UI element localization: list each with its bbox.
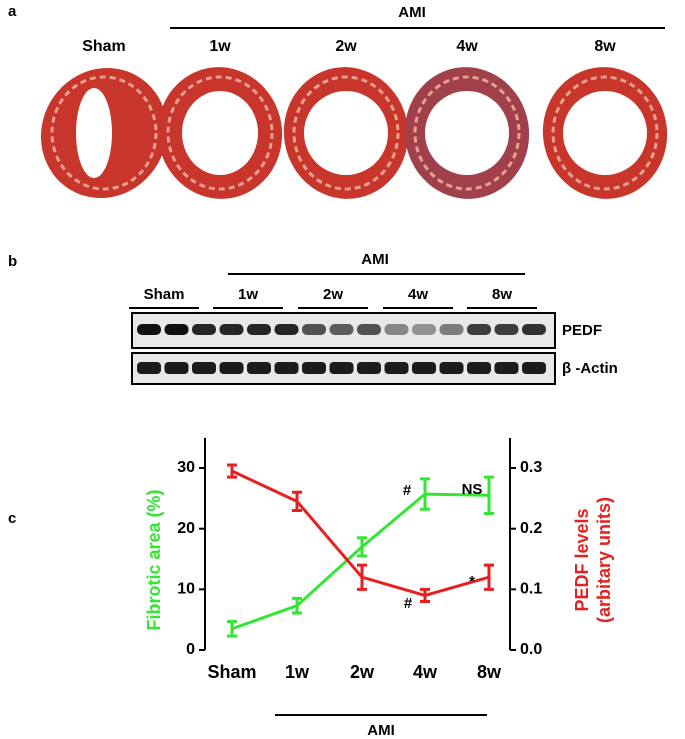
band — [412, 362, 436, 374]
error-bar — [420, 587, 430, 603]
band — [522, 324, 546, 335]
heart-lumen — [304, 91, 388, 175]
error-bar — [357, 536, 367, 558]
y2-tick-label: 0.0 — [520, 641, 542, 658]
y-tick-label: 10 — [177, 581, 195, 598]
panel-label: a — [8, 3, 17, 20]
band — [467, 324, 491, 335]
x-tick-label: Sham — [207, 662, 256, 682]
band — [439, 324, 464, 335]
y2-tick-label: 0.2 — [520, 520, 542, 537]
band — [247, 324, 271, 335]
band — [192, 324, 216, 335]
band — [192, 362, 216, 374]
y-tick-label: 20 — [177, 520, 195, 537]
heart-texture — [166, 75, 274, 191]
band — [494, 324, 519, 335]
band — [467, 362, 491, 374]
group-label: AMI — [367, 722, 395, 739]
band — [357, 362, 381, 374]
heart-lumen — [425, 91, 509, 175]
error-bar — [227, 463, 237, 479]
band — [384, 362, 409, 374]
band — [219, 324, 244, 335]
y2-axis-title: PEDF levels — [572, 508, 592, 611]
sample-label: Sham — [82, 38, 126, 55]
error-bar — [227, 619, 237, 638]
x-tick-label: 8w — [477, 662, 502, 682]
band — [412, 324, 436, 335]
heart-texture — [292, 75, 400, 191]
band — [219, 362, 244, 374]
band — [302, 362, 326, 374]
row-label: β -Actin — [562, 360, 618, 377]
heart-lumen — [563, 91, 647, 175]
sample-label: 2w — [323, 286, 343, 303]
group-label: AMI — [398, 4, 426, 21]
y-tick-label: 30 — [177, 459, 195, 476]
y2-tick-label: 0.1 — [520, 581, 542, 598]
y2-axis-title: (arbitary units) — [594, 497, 614, 623]
band — [164, 324, 189, 335]
band — [274, 362, 299, 374]
band — [384, 324, 409, 335]
row-label: PEDF — [562, 322, 602, 339]
series-line — [231, 492, 490, 631]
sample-label: 4w — [408, 286, 428, 303]
panel-label: b — [8, 253, 17, 270]
band — [357, 324, 381, 335]
error-bar — [292, 596, 302, 615]
panel-label: c — [8, 510, 16, 527]
group-label: AMI — [361, 251, 389, 268]
sample-label: 8w — [594, 38, 616, 55]
band — [439, 362, 464, 374]
sample-label: 2w — [335, 38, 357, 55]
sample-label: Sham — [144, 286, 185, 303]
annotation: # — [403, 482, 412, 499]
error-bar — [420, 477, 430, 511]
band — [494, 362, 519, 374]
heart-lumen — [76, 88, 112, 178]
band — [274, 324, 299, 335]
band — [247, 362, 271, 374]
x-tick-label: 2w — [350, 662, 375, 682]
x-tick-label: 4w — [413, 662, 438, 682]
y-axis-title: Fibrotic area (%) — [144, 489, 164, 630]
band — [522, 362, 546, 374]
band — [302, 324, 326, 335]
heart-lumen — [182, 91, 258, 175]
error-bar — [357, 563, 367, 591]
heart-texture — [413, 75, 521, 191]
band — [164, 362, 189, 374]
sample-label: 1w — [209, 38, 231, 55]
sample-label: 1w — [238, 286, 258, 303]
heart-texture — [50, 75, 158, 191]
y-tick-label: 0 — [186, 641, 195, 658]
error-bar — [484, 475, 494, 515]
annotation: NS — [462, 481, 483, 498]
error-bar — [484, 563, 494, 591]
y2-tick-label: 0.3 — [520, 459, 542, 476]
annotation: * — [469, 573, 475, 590]
band — [137, 324, 161, 335]
band — [329, 362, 354, 374]
band — [137, 362, 161, 374]
band — [329, 324, 354, 335]
error-bar — [292, 490, 302, 512]
sample-label: 8w — [492, 286, 512, 303]
sample-label: 4w — [456, 38, 478, 55]
x-tick-label: 1w — [285, 662, 310, 682]
annotation: # — [404, 595, 413, 612]
heart-texture — [551, 75, 659, 191]
